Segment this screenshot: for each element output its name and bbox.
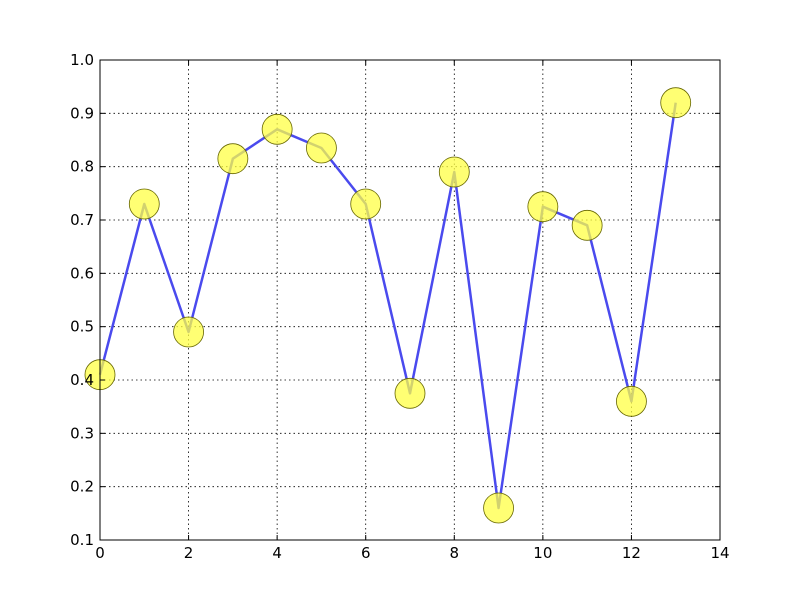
y-tick-label: 0.1	[70, 531, 94, 549]
x-tick-label: 6	[361, 544, 371, 562]
data-point	[660, 87, 692, 119]
grid	[99, 59, 721, 541]
x-tick-label: 8	[450, 544, 460, 562]
data-point	[261, 113, 293, 145]
data-point	[350, 188, 382, 220]
series-line	[98, 102, 677, 510]
data-point	[128, 188, 160, 220]
data-point	[527, 191, 559, 223]
x-tick-label: 14	[710, 544, 729, 562]
data-point	[306, 132, 337, 164]
y-tick-label: 0.5	[70, 318, 94, 336]
x-tick-label: 4	[272, 544, 282, 562]
data-point	[616, 385, 647, 417]
y-tick-label: 0.6	[70, 264, 94, 282]
data-point	[483, 492, 514, 524]
data-point	[217, 143, 249, 175]
series-layer	[84, 87, 692, 524]
x-tick-label: 2	[184, 544, 194, 562]
y-tick-label: 0.7	[70, 211, 94, 229]
y-tick-label: 1.0	[70, 51, 94, 69]
y-tick-label: 0.4	[70, 371, 94, 389]
data-point	[438, 156, 470, 188]
x-tick-label: 10	[533, 544, 552, 562]
data-point	[173, 316, 204, 348]
y-tick-label: 0.2	[70, 478, 94, 496]
y-tick-labels: 0.1 0.2 0.3 0.4 0.5 0.6 0.7 0.8 0.9 1.0	[70, 51, 94, 549]
y-tick-label: 0.3	[70, 424, 94, 442]
y-tick-label: 0.8	[70, 158, 94, 176]
data-point	[571, 209, 603, 241]
y-tick-label: 0.9	[70, 104, 94, 122]
x-tick-label: 12	[622, 544, 641, 562]
x-tick-labels: 0 2 4 6 8 10 12 14	[95, 544, 729, 562]
tick-marks	[99, 59, 721, 541]
plot-frame	[99, 59, 721, 541]
x-tick-label: 0	[95, 544, 105, 562]
data-point	[394, 377, 426, 409]
